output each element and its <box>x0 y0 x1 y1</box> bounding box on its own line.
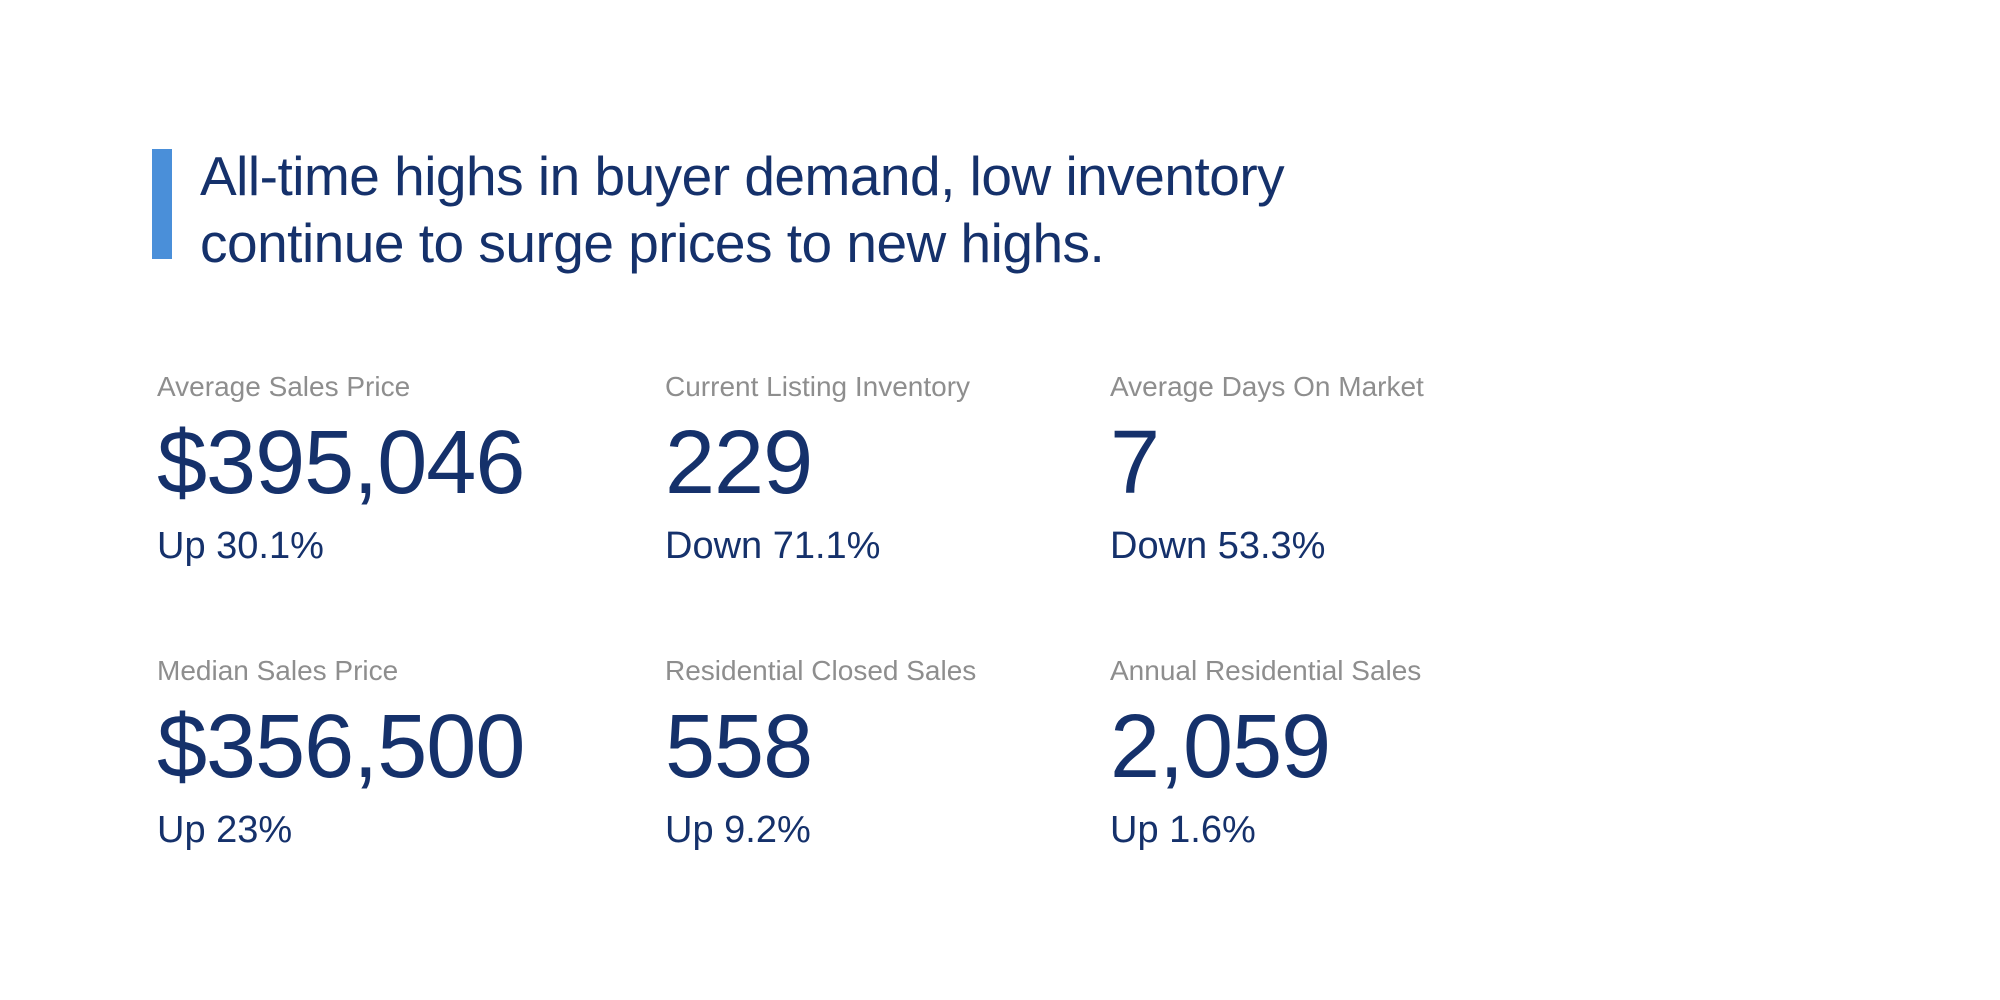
stat-label: Median Sales Price <box>157 655 399 686</box>
headline-section: All-time highs in buyer demand, low inve… <box>152 143 1480 277</box>
stat-label: Current Listing Inventory <box>665 371 971 402</box>
stat-value: 7 <box>1110 413 1160 513</box>
stat-change: Up 9.2% <box>665 809 811 851</box>
stat-card-current-listing-inventory: Current Listing Inventory 229 Down 71.1% <box>665 371 1110 567</box>
stat-label: Residential Closed Sales <box>665 655 977 686</box>
stat-change: Down 71.1% <box>665 525 881 567</box>
stat-value: $395,046 <box>157 413 525 513</box>
stat-value: 229 <box>665 413 813 513</box>
stat-card-average-sales-price: Average Sales Price $395,046 Up 30.1% <box>157 371 665 567</box>
stat-change: Up 30.1% <box>157 525 324 567</box>
stat-value: $356,500 <box>157 697 525 797</box>
stat-label: Average Days On Market <box>1110 371 1424 402</box>
stat-card-residential-closed-sales: Residential Closed Sales 558 Up 9.2% <box>665 655 1110 851</box>
stat-card-average-days-on-market: Average Days On Market 7 Down 53.3% <box>1110 371 1830 567</box>
stat-change: Up 1.6% <box>1110 809 1256 851</box>
headline-text: All-time highs in buyer demand, low inve… <box>200 145 1285 274</box>
stat-label: Average Sales Price <box>157 371 411 402</box>
headline-accent-bar <box>152 149 172 259</box>
stat-card-annual-residential-sales: Annual Residential Sales 2,059 Up 1.6% <box>1110 655 1830 851</box>
stat-value: 2,059 <box>1110 697 1331 797</box>
stat-change: Up 23% <box>157 809 293 851</box>
stat-change: Down 53.3% <box>1110 525 1326 567</box>
stats-grid: Average Sales Price $395,046 Up 30.1% Cu… <box>157 371 1830 851</box>
stat-value: 558 <box>665 697 813 797</box>
stat-card-median-sales-price: Median Sales Price $356,500 Up 23% <box>157 655 665 851</box>
stat-label: Annual Residential Sales <box>1110 655 1422 686</box>
